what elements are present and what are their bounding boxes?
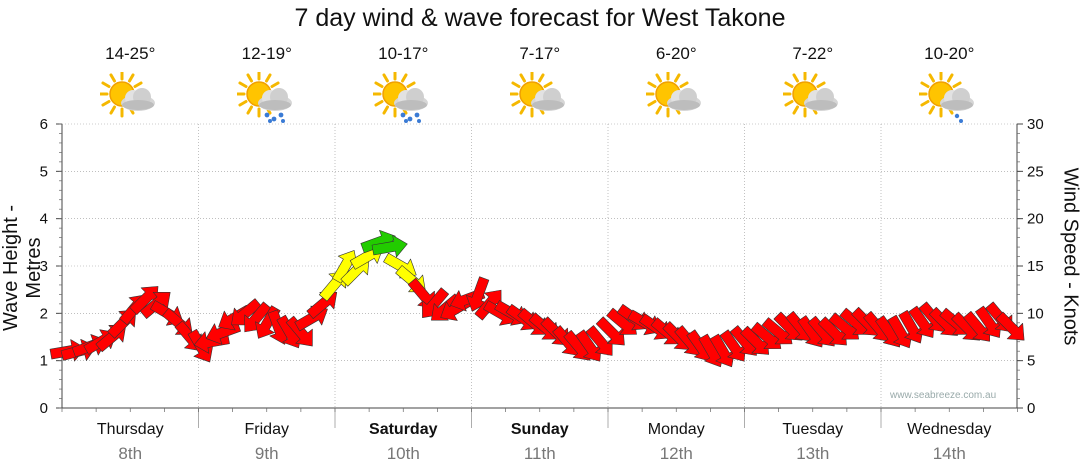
wind-arrow	[898, 309, 924, 344]
partly-cloudy-icon	[781, 70, 843, 124]
day-name: Saturday	[369, 421, 438, 438]
day-date: 12th	[659, 444, 693, 463]
day-date: 10th	[386, 444, 420, 463]
showers-icon	[235, 70, 297, 124]
day-date: 11th	[523, 444, 556, 463]
wind-arrow	[575, 329, 602, 362]
day-date: 9th	[254, 444, 279, 463]
y-tick-label-right: 20	[1027, 211, 1044, 228]
y-tick-label-left: 4	[40, 211, 48, 228]
day-temperature: 14-25°	[105, 44, 156, 63]
wind-arrow	[908, 305, 935, 338]
y-tick-label-left: 2	[40, 305, 48, 322]
y-tick-label-right: 10	[1027, 305, 1044, 322]
showers-icon	[371, 70, 433, 124]
y-tick-label-left: 3	[40, 258, 48, 275]
day-temperature: 7-22°	[792, 44, 834, 63]
day-name: Thursday	[96, 421, 164, 438]
y-tick-label-left: 5	[40, 163, 48, 180]
y-tick-label-right: 15	[1027, 258, 1044, 275]
day-temperature: 10-20°	[924, 44, 975, 63]
wind-arrow	[585, 325, 613, 356]
day-name: Monday	[647, 421, 705, 438]
wind-arrow	[285, 315, 313, 347]
credit-text: www.seabreeze.com.au	[890, 390, 997, 401]
day-date: 13th	[796, 444, 830, 463]
y-tick-label-left: 0	[40, 400, 48, 417]
wind-arrow	[887, 314, 913, 349]
wind-arrow	[595, 316, 625, 346]
wind-arrow	[371, 235, 408, 258]
y-tick-label-right: 5	[1027, 353, 1035, 370]
chart-title: 7 day wind & wave forecast for West Tako…	[294, 4, 786, 32]
day-name: Friday	[244, 421, 289, 438]
wind-arrow	[466, 276, 490, 312]
day-name: Tuesday	[782, 421, 844, 438]
wind-arrow	[709, 333, 736, 368]
wind-arrow	[975, 305, 1002, 338]
day-temperature: 12-19°	[241, 44, 292, 63]
partly-cloudy-icon	[644, 70, 706, 124]
day-date: 8th	[118, 444, 143, 463]
day-temperature: 6-20°	[655, 44, 697, 63]
day-date: 14th	[932, 444, 966, 463]
day-name: Sunday	[510, 421, 569, 438]
y-tick-label-left: 6	[40, 116, 48, 133]
y-tick-label-right: 30	[1027, 116, 1044, 133]
day-temperature: 7-17°	[519, 44, 561, 63]
y-tick-label-left: 1	[40, 353, 48, 370]
partly-cloudy-icon	[98, 70, 160, 124]
y-tick-label-right: 25	[1027, 163, 1044, 180]
wind-arrow	[719, 329, 746, 362]
wind-arrow	[963, 310, 991, 342]
y-tick-label-right: 0	[1027, 400, 1035, 417]
partly-cloudy-icon	[508, 70, 570, 124]
day-name: Wednesday	[907, 421, 992, 438]
wind-arrow	[995, 311, 1025, 341]
day-temperature: 10-17°	[378, 44, 429, 63]
light-rain-icon	[917, 70, 979, 124]
